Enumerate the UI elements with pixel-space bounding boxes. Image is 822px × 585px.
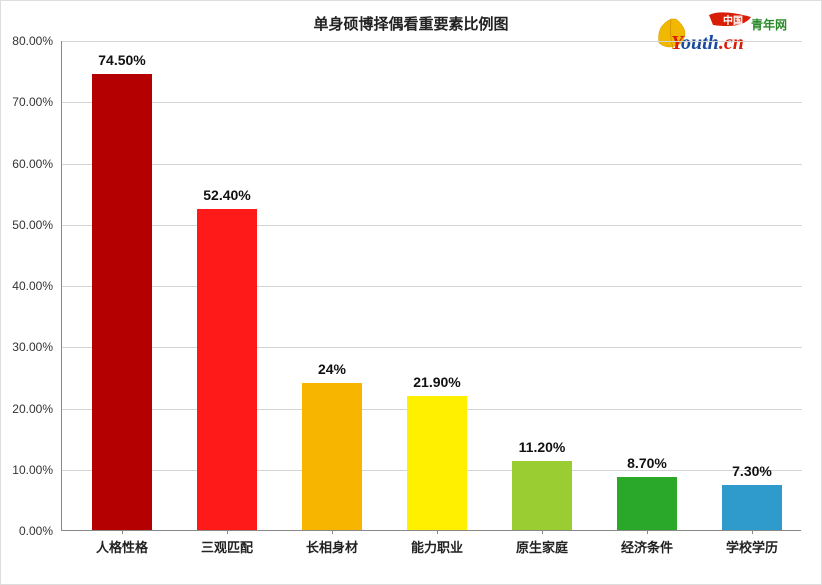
bar-value-label: 52.40% xyxy=(177,187,277,203)
gridline xyxy=(62,225,802,226)
bar-value-label: 74.50% xyxy=(72,52,172,68)
x-axis-label: 能力职业 xyxy=(387,537,487,556)
bar-value-label: 21.90% xyxy=(387,374,487,390)
bar xyxy=(302,383,362,530)
bar xyxy=(722,485,782,530)
x-axis-label: 学校学历 xyxy=(702,537,802,556)
y-axis-label: 70.00% xyxy=(0,95,53,109)
gridline xyxy=(62,347,802,348)
bar-value-label: 7.30% xyxy=(702,463,802,479)
x-tick xyxy=(332,530,333,534)
y-axis-label: 60.00% xyxy=(0,157,53,171)
x-axis-label: 三观匹配 xyxy=(177,537,277,556)
y-axis-label: 0.00% xyxy=(0,524,53,538)
gridline xyxy=(62,286,802,287)
x-axis-label: 人格性格 xyxy=(72,537,172,556)
bar xyxy=(617,477,677,530)
gridline xyxy=(62,41,802,42)
bar-value-label: 8.70% xyxy=(597,455,697,471)
bar xyxy=(92,74,152,530)
y-axis-label: 10.00% xyxy=(0,463,53,477)
logo-zhongguo: 中国 xyxy=(723,14,743,27)
y-axis-label: 50.00% xyxy=(0,218,53,232)
x-tick xyxy=(122,530,123,534)
gridline xyxy=(62,102,802,103)
x-tick xyxy=(437,530,438,534)
bar-value-label: 24% xyxy=(282,361,382,377)
bar xyxy=(512,461,572,530)
gridline xyxy=(62,164,802,165)
logo-qingnianwang: 青年网 xyxy=(751,17,787,32)
plot-area: 0.00%10.00%20.00%30.00%40.00%50.00%60.00… xyxy=(61,41,801,531)
y-axis-label: 30.00% xyxy=(0,340,53,354)
y-axis-label: 20.00% xyxy=(0,402,53,416)
y-axis-label: 80.00% xyxy=(0,34,53,48)
y-axis-label: 40.00% xyxy=(0,279,53,293)
bar-chart: 0.00%10.00%20.00%30.00%40.00%50.00%60.00… xyxy=(61,41,801,551)
x-axis-label: 原生家庭 xyxy=(492,537,592,556)
bar-value-label: 11.20% xyxy=(492,439,592,455)
x-tick xyxy=(227,530,228,534)
x-tick xyxy=(752,530,753,534)
bar xyxy=(407,396,467,530)
bar xyxy=(197,209,257,530)
x-tick xyxy=(542,530,543,534)
x-axis-label: 长相身材 xyxy=(282,537,382,556)
x-tick xyxy=(647,530,648,534)
x-axis-label: 经济条件 xyxy=(597,537,697,556)
